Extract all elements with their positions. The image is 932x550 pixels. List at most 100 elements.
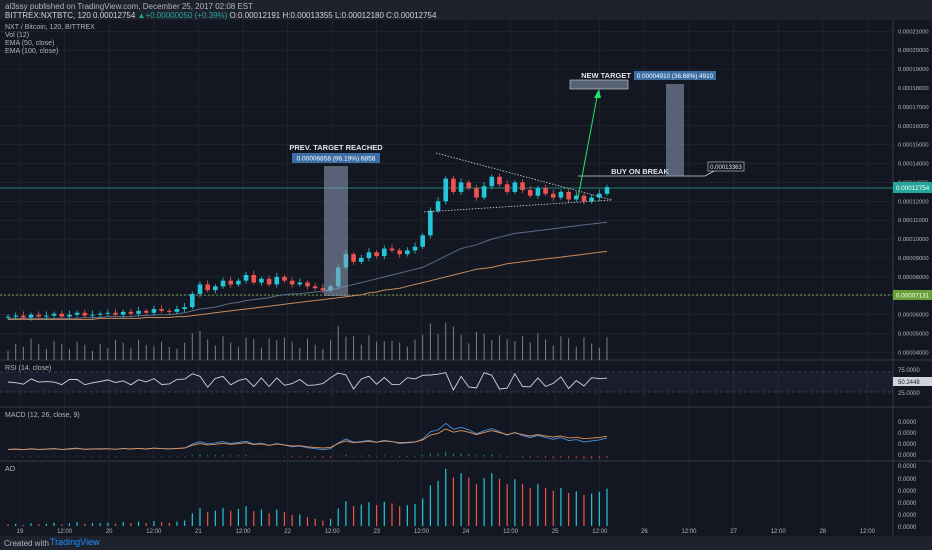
ao-bar: [260, 509, 263, 526]
ao-bar: [160, 522, 163, 526]
time-tick-label: 25: [552, 529, 559, 535]
ao-bar: [76, 522, 78, 526]
price-tick-label: 0.00015000: [898, 143, 929, 149]
macd-hist-bar: [314, 456, 316, 458]
macd-hist-bar: [268, 456, 270, 457]
ao-bar: [214, 510, 216, 526]
ao-bar: [360, 504, 362, 526]
candle-body: [412, 246, 418, 251]
volume-bar: [330, 339, 332, 360]
ao-bar: [168, 522, 170, 526]
ao-bar: [38, 524, 40, 526]
rsi-line: [7, 372, 608, 392]
macd-tick-label: 0.0000: [898, 453, 917, 459]
macd-hist-bar: [138, 455, 140, 457]
ao-bar: [30, 523, 32, 526]
prev-target-label-bg: [292, 153, 380, 163]
ao-bar: [591, 493, 593, 526]
volume-bar: [376, 341, 378, 360]
ao-bar: [352, 506, 355, 526]
candle-body: [604, 187, 610, 194]
candle-body: [51, 313, 57, 316]
macd-hist-bar: [560, 456, 562, 458]
candle-body: [420, 235, 425, 247]
volume-bar: [575, 346, 577, 360]
time-tick-label: 12:00: [503, 529, 519, 535]
macd-hist-bar: [575, 456, 577, 459]
candle-body: [266, 278, 272, 285]
ao-bar: [53, 522, 55, 526]
candle-body: [550, 193, 556, 198]
candle-body: [504, 184, 510, 192]
ao-bar: [184, 520, 186, 526]
ao-bar: [345, 501, 347, 526]
volume-bar: [130, 347, 132, 360]
candle-body: [458, 182, 464, 192]
macd-hist-bar: [214, 454, 216, 457]
ao-tick-label: 0.0000: [898, 513, 917, 519]
volume-bar: [414, 339, 416, 360]
ao-bar: [145, 523, 147, 526]
ao-bar: [153, 521, 155, 526]
ao-bar: [429, 485, 431, 526]
macd-hist-bar: [245, 454, 247, 457]
macd-axis: 0.0000 0.0000 0.0000 0.0000 0.0000: [898, 420, 917, 470]
time-tick-label: 12:00: [146, 529, 162, 535]
volume-bar: [598, 347, 600, 360]
candle-body: [289, 280, 295, 285]
macd-hist-bar: [414, 456, 416, 457]
candle-body: [474, 188, 479, 198]
volume-bar: [491, 340, 493, 360]
ao-bar: [199, 508, 201, 526]
ao-tick-label: 0.0000: [898, 489, 917, 495]
rsi-tick-75: 75.0000: [898, 368, 920, 374]
time-tick-label: 26: [641, 529, 648, 535]
chart-area[interactable]: 0.00021000 0.00020000 0.00019000 0.00018000…: [0, 20, 932, 536]
ao-histogram: [7, 468, 608, 526]
ema100-line: [8, 250, 608, 320]
ao-bar: [475, 484, 478, 526]
ao-bar: [583, 495, 585, 526]
last-price: 0.00012754: [93, 11, 136, 20]
ao-bar: [575, 491, 577, 526]
candle-body: [535, 188, 541, 196]
ao-bar: [514, 479, 516, 526]
chart-svg[interactable]: 0.00021000 0.00020000 0.00019000 0.00018000…: [0, 20, 932, 536]
price-change: ▲+0.00000050 (+0.39%): [137, 11, 228, 20]
price-tick-label: 0.00021000: [898, 29, 929, 35]
volume-bar: [268, 338, 270, 360]
macd-hist-bar: [107, 455, 109, 457]
candle-body: [527, 190, 533, 196]
volume-bar: [452, 326, 454, 360]
candle-body: [428, 210, 433, 236]
ao-axis: 0.0000 0.0000 0.0000 0.0000 0.0000: [898, 477, 917, 531]
volume-bar: [45, 348, 47, 360]
time-tick-label: 19: [17, 529, 24, 535]
macd-hist-bar: [330, 456, 332, 458]
ao-bar: [598, 491, 600, 526]
macd-hist-bar: [437, 453, 439, 457]
macd-hist-bar: [7, 455, 9, 457]
macd-hist-bar: [606, 456, 608, 458]
ao-bar: [114, 523, 117, 526]
time-tick-label: 28: [819, 529, 826, 535]
legend-title: NXT / Bitcoin, 120, BITTREX: [5, 24, 95, 31]
candle-body: [13, 315, 18, 317]
ao-bar: [306, 517, 309, 526]
symbol-name[interactable]: BITTREX:NXTBTC, 120: [5, 11, 91, 20]
macd-hist-bar: [498, 455, 500, 457]
volume-bar: [506, 339, 508, 360]
ao-bar: [383, 501, 385, 526]
macd-hist-bar: [168, 456, 170, 457]
volume-bar: [529, 342, 531, 360]
macd-histogram: [7, 451, 608, 460]
candle-body: [358, 258, 364, 262]
candle-body: [435, 201, 441, 211]
macd-hist-bar: [583, 456, 585, 460]
macd-hist-bar: [322, 456, 324, 458]
candle-body: [44, 315, 49, 317]
ao-bar: [15, 523, 17, 526]
volume-bar: [191, 333, 193, 360]
time-tick-label: 12:00: [681, 529, 697, 535]
tradingview-logo[interactable]: TradingView: [50, 537, 100, 547]
